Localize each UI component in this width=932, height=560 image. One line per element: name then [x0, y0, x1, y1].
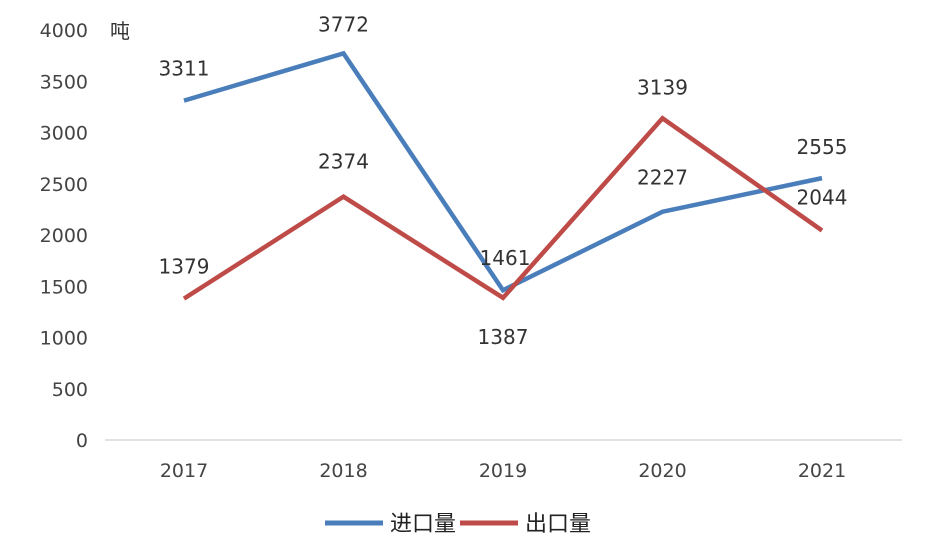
legend-label-series-2: 出口量: [525, 512, 591, 537]
y-tick-label: 3500: [40, 71, 88, 93]
data-label: 1461: [480, 246, 531, 270]
series-line-1: [183, 50, 823, 294]
legend: 进口量 出口量: [325, 512, 591, 537]
data-label: 2227: [637, 166, 688, 190]
legend-label-series-1: 进口量: [390, 512, 456, 537]
y-axis-ticks: 0 500 1000 1500 2000 2500 3000 3500 4000: [40, 20, 88, 452]
data-label: 1387: [478, 325, 529, 349]
x-axis-ticks: 2017 2018 2019 2020 2021: [160, 460, 846, 482]
x-tick-label: 2019: [479, 460, 527, 482]
y-tick-label: 2500: [40, 174, 88, 196]
y-tick-label: 1000: [40, 328, 88, 350]
y-axis-unit-label: 吨: [110, 19, 130, 43]
y-tick-label: 1500: [40, 276, 88, 298]
data-label: 2374: [318, 150, 369, 174]
x-tick-label: 2018: [319, 460, 367, 482]
data-label: 1379: [159, 255, 210, 279]
x-tick-label: 2017: [160, 460, 208, 482]
y-tick-label: 2000: [40, 225, 88, 247]
y-tick-label: 3000: [40, 123, 88, 145]
series-lines: [182, 50, 824, 301]
data-label: 2555: [797, 135, 848, 159]
y-tick-label: 0: [76, 430, 88, 452]
data-label: 3139: [637, 75, 688, 99]
data-label: 3772: [318, 12, 369, 36]
x-tick-label: 2020: [638, 460, 686, 482]
series-line-2: [182, 115, 824, 301]
x-tick-label: 2021: [798, 460, 846, 482]
data-labels: 3311 3772 1461 2227 2555 1379 2374 1387 3139 2044: [159, 12, 848, 348]
y-tick-label: 4000: [40, 20, 88, 42]
y-tick-label: 500: [52, 379, 88, 401]
data-label: 2044: [797, 185, 848, 209]
data-label: 3311: [159, 57, 210, 81]
